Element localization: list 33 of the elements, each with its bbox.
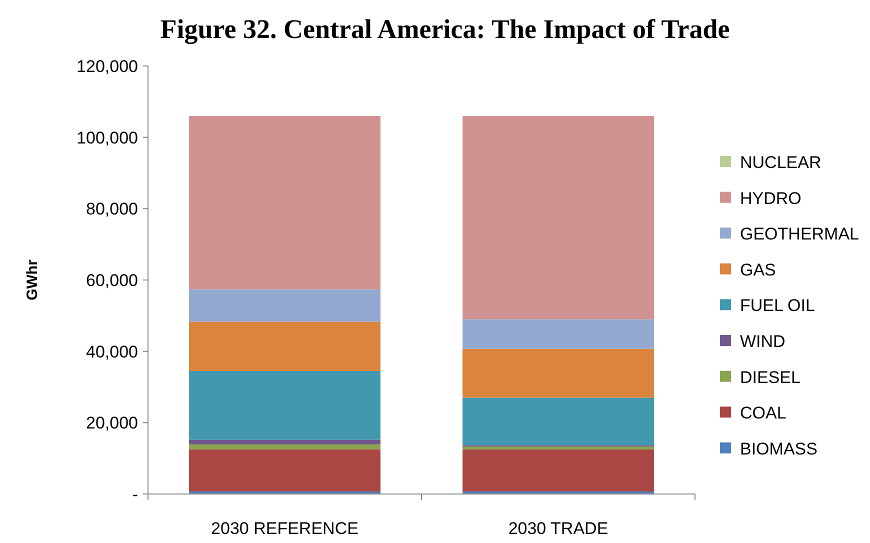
bar xyxy=(462,446,654,450)
legend-label: WIND xyxy=(740,332,786,351)
y-tick-label: 120,000 xyxy=(76,56,138,76)
y-tick-label: 60,000 xyxy=(86,270,138,290)
legend-label: GEOTHERMAL xyxy=(740,224,860,244)
bar xyxy=(462,398,654,446)
bar xyxy=(189,322,380,371)
x-tick-label: 2030 TRADE xyxy=(508,519,608,538)
legend-label: GAS xyxy=(740,260,776,280)
legend-label: COAL xyxy=(740,404,786,423)
bar xyxy=(189,370,380,440)
legend-label: NUCLEAR xyxy=(740,152,822,172)
y-tick-label: 20,000 xyxy=(86,414,138,433)
y-tick-label: 40,000 xyxy=(86,342,138,362)
legend-label: BIOMASS xyxy=(740,439,818,458)
legend-label: FUEL OIL xyxy=(740,296,815,316)
bar xyxy=(462,319,654,349)
bar xyxy=(462,348,654,398)
chart-title: Figure 32. Central America: The Impact of Trade xyxy=(160,14,730,44)
bar xyxy=(462,449,654,492)
y-tick-label: 100,000 xyxy=(76,128,138,148)
y-tick-label: - xyxy=(132,484,138,504)
y-tick-label: 80,000 xyxy=(86,200,138,219)
bar xyxy=(189,289,380,322)
y-axis-title: GWhr xyxy=(24,259,41,300)
bar xyxy=(189,440,380,444)
legend-label: DIESEL xyxy=(740,368,800,387)
bar xyxy=(189,444,380,450)
bar xyxy=(189,116,380,290)
legend-label: HYDRO xyxy=(740,188,802,208)
bar xyxy=(462,116,654,320)
x-tick-label: 2030 REFERENCE xyxy=(211,519,358,538)
bar xyxy=(189,449,380,492)
